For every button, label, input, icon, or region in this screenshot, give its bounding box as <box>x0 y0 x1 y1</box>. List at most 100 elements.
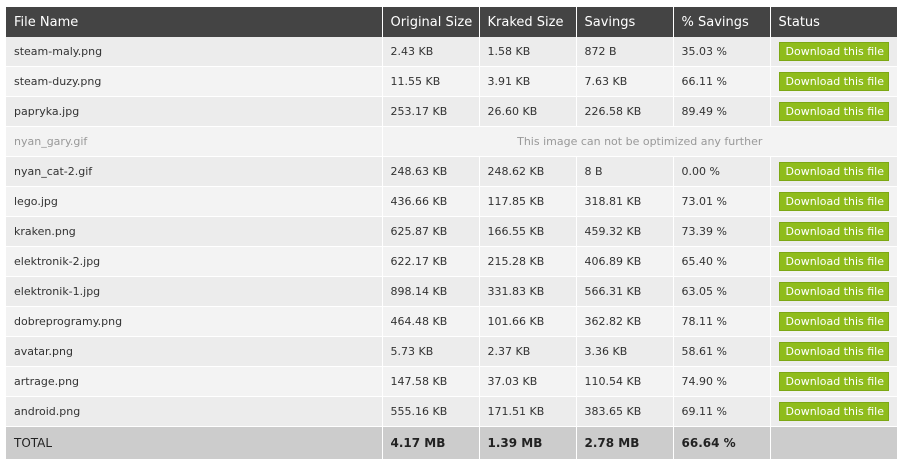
header-original-size[interactable]: Original Size <box>382 7 480 37</box>
table-row: steam-duzy.png 11.55 KB 3.91 KB 7.63 KB 66.1… <box>6 66 897 97</box>
status-cell: Download this file <box>770 156 897 187</box>
original-size-cell: 253.17 KB <box>382 96 480 127</box>
kraked-size-cell: 3.91 KB <box>479 66 577 97</box>
kraked-size-cell: 2.37 KB <box>479 336 577 367</box>
header-pct-savings[interactable]: % Savings <box>673 7 771 37</box>
table-row: lego.jpg 436.66 KB 117.85 KB 318.81 KB 73.01… <box>6 186 897 217</box>
kraked-size-cell: 117.85 KB <box>479 186 577 217</box>
header-savings[interactable]: Savings <box>576 7 674 37</box>
kraked-size-cell: 166.55 KB <box>479 216 577 247</box>
savings-cell: 383.65 KB <box>576 396 674 427</box>
table-row: artrage.png 147.58 KB 37.03 KB 110.54 KB 74.… <box>6 366 897 397</box>
table-row: nyan_gary.gif This image can not be optim… <box>6 126 897 157</box>
pct-savings-cell: 74.90 % <box>673 366 771 397</box>
savings-cell: 362.82 KB <box>576 306 674 337</box>
status-cell: Download this file <box>770 306 897 337</box>
total-label: TOTAL <box>6 426 383 459</box>
status-cell: Download this file <box>770 186 897 217</box>
download-file-button[interactable]: Download this file <box>778 252 889 271</box>
original-size-cell: 436.66 KB <box>382 186 480 217</box>
savings-cell: 318.81 KB <box>576 186 674 217</box>
download-file-button[interactable]: Download this file <box>778 42 889 61</box>
original-size-cell: 898.14 KB <box>382 276 480 307</box>
pct-savings-cell: 65.40 % <box>673 246 771 277</box>
status-cell: Download this file <box>770 336 897 367</box>
download-file-button[interactable]: Download this file <box>778 102 889 121</box>
total-kraked-size: 1.39 MB <box>479 426 577 459</box>
table-body: steam-maly.png 2.43 KB 1.58 KB 872 B 35.03 %… <box>6 37 897 427</box>
kraked-size-cell: 37.03 KB <box>479 366 577 397</box>
results-table: File Name Original Size Kraked Size Savi… <box>6 7 897 459</box>
header-row: File Name Original Size Kraked Size Savi… <box>6 7 897 37</box>
kraked-size-cell: 26.60 KB <box>479 96 577 127</box>
download-file-button[interactable]: Download this file <box>778 402 889 421</box>
pct-savings-cell: 69.11 % <box>673 396 771 427</box>
original-size-cell: 11.55 KB <box>382 66 480 97</box>
file-name-cell: nyan_cat-2.gif <box>6 156 383 187</box>
download-file-button[interactable]: Download this file <box>778 162 889 181</box>
table-row: elektronik-2.jpg 622.17 KB 215.28 KB 406.89… <box>6 246 897 277</box>
table-row: elektronik-1.jpg 898.14 KB 331.83 KB 566.31… <box>6 276 897 307</box>
pct-savings-cell: 78.11 % <box>673 306 771 337</box>
kraked-size-cell: 171.51 KB <box>479 396 577 427</box>
file-name-cell: steam-duzy.png <box>6 66 383 97</box>
savings-cell: 8 B <box>576 156 674 187</box>
kraked-size-cell: 101.66 KB <box>479 306 577 337</box>
file-name-cell: papryka.jpg <box>6 96 383 127</box>
file-name-cell: artrage.png <box>6 366 383 397</box>
file-name-cell: kraken.png <box>6 216 383 247</box>
original-size-cell: 248.63 KB <box>382 156 480 187</box>
savings-cell: 872 B <box>576 37 674 67</box>
savings-cell: 406.89 KB <box>576 246 674 277</box>
pct-savings-cell: 73.01 % <box>673 186 771 217</box>
original-size-cell: 622.17 KB <box>382 246 480 277</box>
header-status[interactable]: Status <box>770 7 897 37</box>
total-status <box>770 426 897 459</box>
table-footer: TOTAL 4.17 MB 1.39 MB 2.78 MB 66.64 % <box>6 426 897 459</box>
savings-cell: 226.58 KB <box>576 96 674 127</box>
total-pct-savings: 66.64 % <box>673 426 771 459</box>
pct-savings-cell: 58.61 % <box>673 336 771 367</box>
table-row: dobreprogramy.png 464.48 KB 101.66 KB 362.8… <box>6 306 897 337</box>
kraked-size-cell: 215.28 KB <box>479 246 577 277</box>
table-row: kraken.png 625.87 KB 166.55 KB 459.32 KB 73.… <box>6 216 897 247</box>
status-cell: Download this file <box>770 216 897 247</box>
download-file-button[interactable]: Download this file <box>778 372 889 391</box>
original-size-cell: 625.87 KB <box>382 216 480 247</box>
header-file-name[interactable]: File Name <box>6 7 383 37</box>
download-file-button[interactable]: Download this file <box>778 72 889 91</box>
file-name-cell: avatar.png <box>6 336 383 367</box>
total-row: TOTAL 4.17 MB 1.39 MB 2.78 MB 66.64 % <box>6 426 897 459</box>
table-row: avatar.png 5.73 KB 2.37 KB 3.36 KB 58.61 % Do… <box>6 336 897 367</box>
original-size-cell: 2.43 KB <box>382 37 480 67</box>
status-cell: Download this file <box>770 96 897 127</box>
table-row: nyan_cat-2.gif 248.63 KB 248.62 KB 8 B 0.00 … <box>6 156 897 187</box>
kraked-size-cell: 1.58 KB <box>479 37 577 67</box>
file-name-cell: lego.jpg <box>6 186 383 217</box>
kraked-size-cell: 248.62 KB <box>479 156 577 187</box>
download-file-button[interactable]: Download this file <box>778 312 889 331</box>
table-row: android.png 555.16 KB 171.51 KB 383.65 KB 69… <box>6 396 897 427</box>
pct-savings-cell: 73.39 % <box>673 216 771 247</box>
file-name-cell: android.png <box>6 396 383 427</box>
pct-savings-cell: 89.49 % <box>673 96 771 127</box>
pct-savings-cell: 63.05 % <box>673 276 771 307</box>
header-kraked-size[interactable]: Kraked Size <box>479 7 577 37</box>
status-cell: Download this file <box>770 66 897 97</box>
original-size-cell: 464.48 KB <box>382 306 480 337</box>
status-cell: Download this file <box>770 396 897 427</box>
savings-cell: 3.36 KB <box>576 336 674 367</box>
download-file-button[interactable]: Download this file <box>778 192 889 211</box>
status-cell: Download this file <box>770 246 897 277</box>
not-optimizable-message: This image can not be optimized any furt… <box>382 126 897 157</box>
download-file-button[interactable]: Download this file <box>778 342 889 361</box>
file-name-cell: elektronik-2.jpg <box>6 246 383 277</box>
download-file-button[interactable]: Download this file <box>778 282 889 301</box>
total-original-size: 4.17 MB <box>382 426 480 459</box>
pct-savings-cell: 35.03 % <box>673 37 771 67</box>
download-file-button[interactable]: Download this file <box>778 222 889 241</box>
savings-cell: 459.32 KB <box>576 216 674 247</box>
total-savings: 2.78 MB <box>576 426 674 459</box>
pct-savings-cell: 66.11 % <box>673 66 771 97</box>
original-size-cell: 5.73 KB <box>382 336 480 367</box>
